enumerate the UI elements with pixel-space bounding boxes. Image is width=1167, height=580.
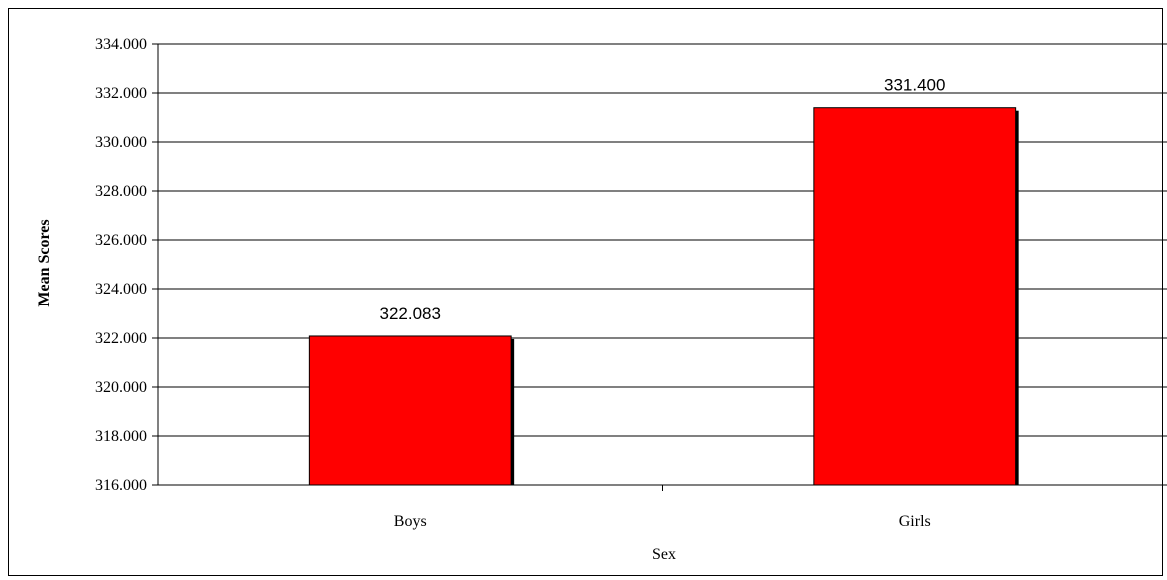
y-tick-label: 328.000 — [95, 183, 147, 200]
data-labels: 322.083 331.400 — [380, 76, 946, 323]
y-tick-labels: 316.000 318.000 320.000 322.000 324.000 326.0… — [95, 36, 147, 494]
y-tick-label: 332.000 — [95, 85, 147, 102]
y-tick-label: 326.000 — [95, 232, 147, 249]
x-category-label: Girls — [899, 513, 931, 530]
bar-boys — [308, 335, 512, 486]
y-tick-label: 318.000 — [95, 428, 147, 445]
y-axis-label: Mean Scores — [36, 219, 53, 306]
x-axis-label: Sex — [652, 546, 676, 563]
y-tick-label: 334.000 — [95, 36, 147, 53]
data-label: 331.400 — [884, 76, 945, 95]
x-category-labels: Boys Girls — [394, 513, 931, 530]
y-tick-label: 320.000 — [95, 379, 147, 396]
y-tick-label: 316.000 — [95, 477, 147, 494]
y-tick-label: 330.000 — [95, 134, 147, 151]
y-tick-label: 322.000 — [95, 330, 147, 347]
bar-girls — [813, 107, 1017, 486]
x-category-label: Boys — [394, 513, 427, 530]
data-label: 322.083 — [380, 304, 441, 323]
bars — [308, 107, 1019, 486]
axes — [152, 43, 1167, 491]
y-tick-label: 324.000 — [95, 281, 147, 298]
